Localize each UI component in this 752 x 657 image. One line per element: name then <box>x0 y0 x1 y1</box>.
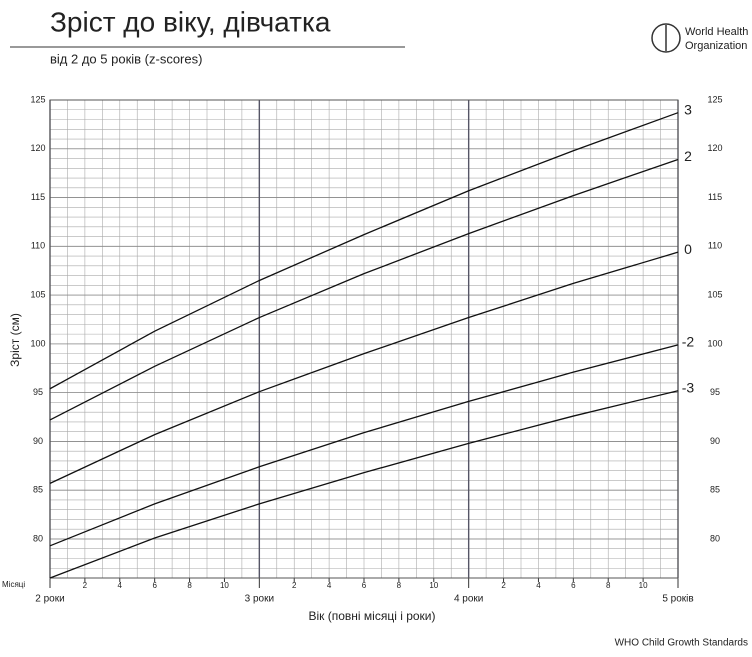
month-tick-label: 8 <box>187 581 192 590</box>
y-tick-label: 85 <box>33 485 43 495</box>
x-tick-label: 2 роки <box>35 594 64 605</box>
series-label: -3 <box>682 379 695 395</box>
y-tick-label: 95 <box>710 387 720 397</box>
month-tick-label: 8 <box>397 581 402 590</box>
month-tick-label: 10 <box>220 581 229 590</box>
series-line <box>49 251 679 484</box>
y-tick-label: 125 <box>30 94 45 104</box>
source: WHO Child Growth Standards <box>615 638 748 649</box>
y-tick-label: 105 <box>30 289 45 299</box>
y-tick-label: 85 <box>710 485 720 495</box>
y-tick-label: 90 <box>33 436 43 446</box>
month-tick-label: 10 <box>429 581 438 590</box>
month-tick-label: 6 <box>152 581 157 590</box>
month-tick-label: 2 <box>83 581 88 590</box>
month-tick-label: 2 <box>292 581 297 590</box>
month-tick-label: 8 <box>606 581 611 590</box>
month-tick-label: 6 <box>362 581 367 590</box>
plot-border <box>49 99 679 579</box>
x-tick-label: 4 роки <box>454 594 483 605</box>
y-tick-label: 115 <box>708 192 722 202</box>
month-tick-label: 10 <box>639 581 648 590</box>
y-tick-label: 80 <box>710 533 720 543</box>
month-axis-label: Місяці <box>2 580 25 589</box>
y-tick-label: 115 <box>31 192 45 202</box>
month-tick-label: 4 <box>118 581 123 590</box>
y-tick-label: 100 <box>707 338 722 348</box>
series-label: 2 <box>684 148 692 164</box>
series-line <box>49 112 679 390</box>
series-line <box>49 390 679 579</box>
series-label: 0 <box>684 241 692 257</box>
x-tick-label: 3 роки <box>245 594 274 605</box>
y-axis-label: Зріст (см) <box>8 313 22 367</box>
series-line <box>49 344 679 547</box>
series-label: 3 <box>684 101 692 117</box>
series-line <box>49 158 679 421</box>
x-axis-label: Вік (повні місяці і роки) <box>308 609 435 623</box>
chart-title: Зріст до віку, дівчатка <box>50 6 331 37</box>
series-label: -2 <box>682 334 695 350</box>
y-tick-label: 110 <box>708 241 722 251</box>
month-tick-label: 4 <box>327 581 332 590</box>
y-tick-label: 125 <box>707 94 722 104</box>
month-tick-label: 6 <box>571 581 576 590</box>
logo-text: Organization <box>685 40 747 52</box>
y-tick-label: 90 <box>710 436 720 446</box>
logo-emblem <box>651 23 681 53</box>
month-tick-label: 4 <box>536 581 541 590</box>
logo: World Health Organization <box>651 23 748 53</box>
y-tick-label: 110 <box>31 241 45 251</box>
month-tick-label: 2 <box>501 581 506 590</box>
y-tick-label: 105 <box>707 289 722 299</box>
y-tick-label: 100 <box>30 338 45 348</box>
y-tick-label: 120 <box>30 143 45 153</box>
chart-subtitle: від 2 до 5 років (z-scores) <box>50 51 202 66</box>
y-tick-label: 120 <box>707 143 722 153</box>
x-tick-label: 5 років <box>662 594 693 605</box>
y-tick-label: 80 <box>33 533 43 543</box>
logo-text: World Health <box>685 26 748 38</box>
y-tick-label: 95 <box>33 387 43 397</box>
